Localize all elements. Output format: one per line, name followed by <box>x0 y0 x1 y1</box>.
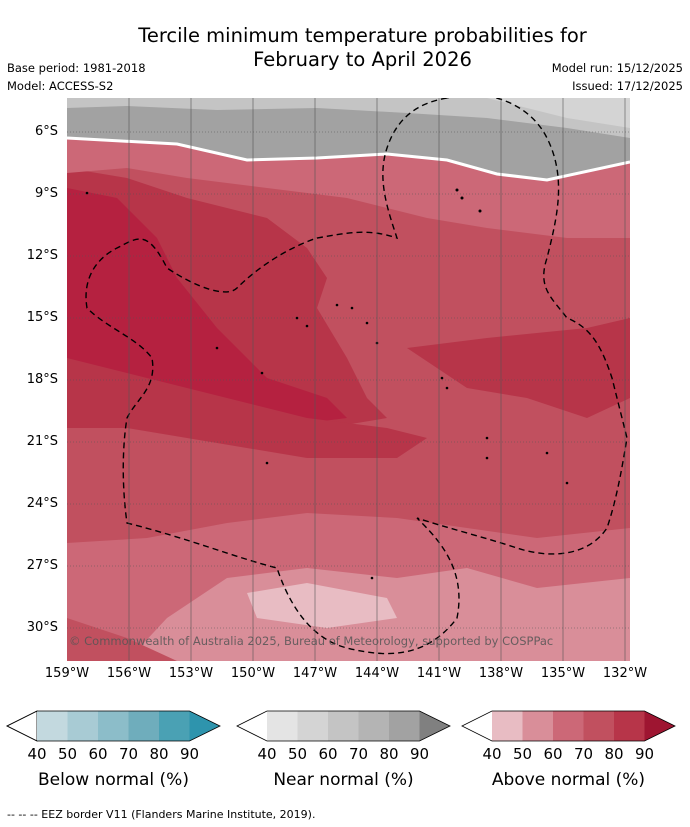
eez-footnote: -- -- -- EEZ border V11 (Flanders Marine… <box>7 808 316 821</box>
colorbar-above <box>461 710 676 742</box>
field-above-90-mid <box>67 358 427 458</box>
colorbars <box>6 710 676 742</box>
probability-map <box>66 93 631 661</box>
lon-label-138w: 138°W <box>478 666 524 681</box>
lon-label-150w: 150°W <box>230 666 276 681</box>
tick-below-40: 40 <box>27 745 47 763</box>
tick-below-50: 50 <box>57 745 78 763</box>
lon-label-153w: 153°W <box>168 666 214 681</box>
tick-above-70: 70 <box>573 745 594 763</box>
tick-near-70: 70 <box>348 745 369 763</box>
colorbar-below <box>6 710 221 742</box>
colorbar-near-label: Near normal (%) <box>273 770 414 790</box>
lon-label-132w: 132°W <box>602 666 648 681</box>
lat-label-30s: 30°S <box>26 620 58 635</box>
lon-label-135w: 135°W <box>540 666 586 681</box>
tick-near-80: 80 <box>379 745 399 763</box>
tick-above-90: 90 <box>634 745 655 763</box>
field-near-70 <box>67 98 630 138</box>
field-near-60 <box>487 98 630 128</box>
copyright-notice: © Commonwealth of Australia 2025, Bureau… <box>69 634 554 648</box>
lat-label-6s: 6°S <box>34 124 58 139</box>
meta-right: Model run: 15/12/2025 Issued: 17/12/2025 <box>552 59 683 95</box>
lon-label-141w: 141°W <box>416 666 462 681</box>
lon-label-144w: 144°W <box>354 666 400 681</box>
tick-near-50: 50 <box>287 745 308 763</box>
map-title: Tercile minimum temperature probabilitie… <box>0 24 690 72</box>
colorbar-below-label: Below normal (%) <box>38 770 189 790</box>
field-above-50-south <box>247 583 397 628</box>
tick-near-40: 40 <box>257 745 277 763</box>
base-period: Base period: 1981-2018 <box>7 61 146 75</box>
field-above-70-north <box>67 138 630 238</box>
tick-below-90: 90 <box>179 745 200 763</box>
lat-label-9s: 9°S <box>34 186 58 201</box>
tick-near-90: 90 <box>409 745 430 763</box>
model-run: Model run: 15/12/2025 <box>551 61 683 75</box>
field-near-90 <box>67 98 630 180</box>
tick-below-70: 70 <box>118 745 139 763</box>
tick-above-60: 60 <box>543 745 563 763</box>
tick-below-60: 60 <box>88 745 108 763</box>
meridians <box>128 98 626 661</box>
zero-contour-line <box>66 136 631 182</box>
colorbar-near <box>236 710 451 742</box>
field-above-90-east <box>407 318 630 418</box>
lon-label-147w: 147°W <box>292 666 338 681</box>
lon-label-159w: 159°W <box>44 666 90 681</box>
eez-border <box>85 93 628 655</box>
lat-label-12s: 12°S <box>26 248 58 263</box>
graticule <box>67 131 630 629</box>
tick-above-50: 50 <box>512 745 533 763</box>
title-line-2: February to April 2026 <box>253 48 472 71</box>
field-above-95-west <box>67 188 347 428</box>
lat-label-15s: 15°S <box>26 310 58 325</box>
tick-above-80: 80 <box>604 745 624 763</box>
islands <box>85 188 569 580</box>
tick-above-40: 40 <box>482 745 502 763</box>
lon-label-156w: 156°W <box>106 666 152 681</box>
tick-below-80: 80 <box>149 745 169 763</box>
field-above-80-sw <box>67 618 177 661</box>
lat-label-24s: 24°S <box>26 496 58 511</box>
lat-label-21s: 21°S <box>26 434 58 449</box>
tick-near-60: 60 <box>318 745 338 763</box>
lat-label-18s: 18°S <box>26 372 58 387</box>
model-name: Model: ACCESS-S2 <box>7 79 114 93</box>
meta-left: Base period: 1981-2018 Model: ACCESS-S2 <box>7 59 146 95</box>
colorbar-above-label: Above normal (%) <box>491 770 646 790</box>
lat-label-27s: 27°S <box>26 558 58 573</box>
title-line-1: Tercile minimum temperature probabilitie… <box>138 24 587 47</box>
map-canvas <box>66 93 631 661</box>
issued-date: Issued: 17/12/2025 <box>572 79 683 93</box>
